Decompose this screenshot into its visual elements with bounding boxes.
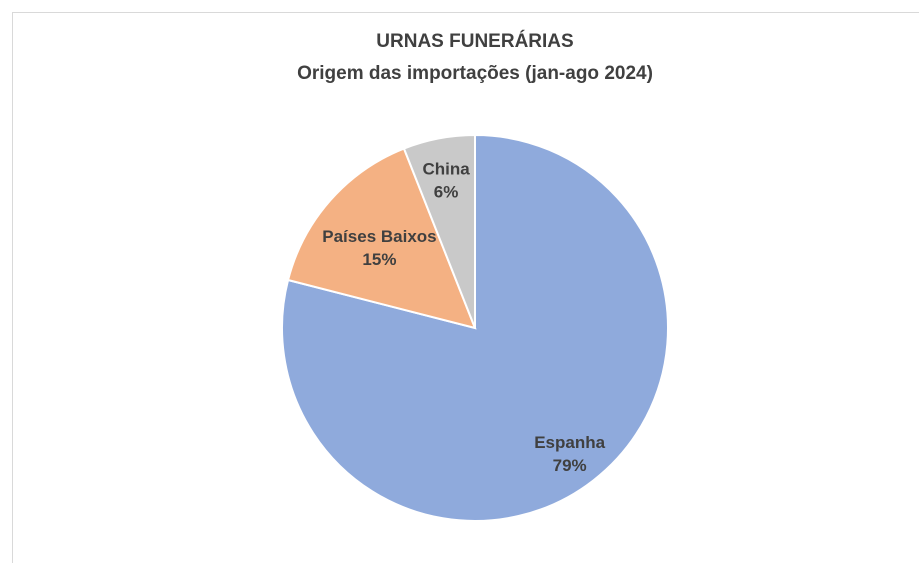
data-label: Países Baixos 15% [322,227,436,269]
chart-frame [12,12,919,563]
category-label: Países Baixos [322,227,436,246]
pie-slice [281,133,669,522]
chart-subtitle: Origem das importações (jan-ago 2024) [297,63,653,84]
pie-slice [286,147,477,330]
category-label: Espanha [534,433,605,452]
category-label: China [422,159,470,178]
chart-title: URNAS FUNERÁRIAS [376,30,573,52]
data-label: Espanha 79% [534,433,605,475]
value-label: 79% [553,456,587,475]
value-label: 15% [362,250,396,269]
data-label: China 6% [422,159,470,201]
value-label: 6% [434,182,459,201]
pie-slice [402,133,476,329]
